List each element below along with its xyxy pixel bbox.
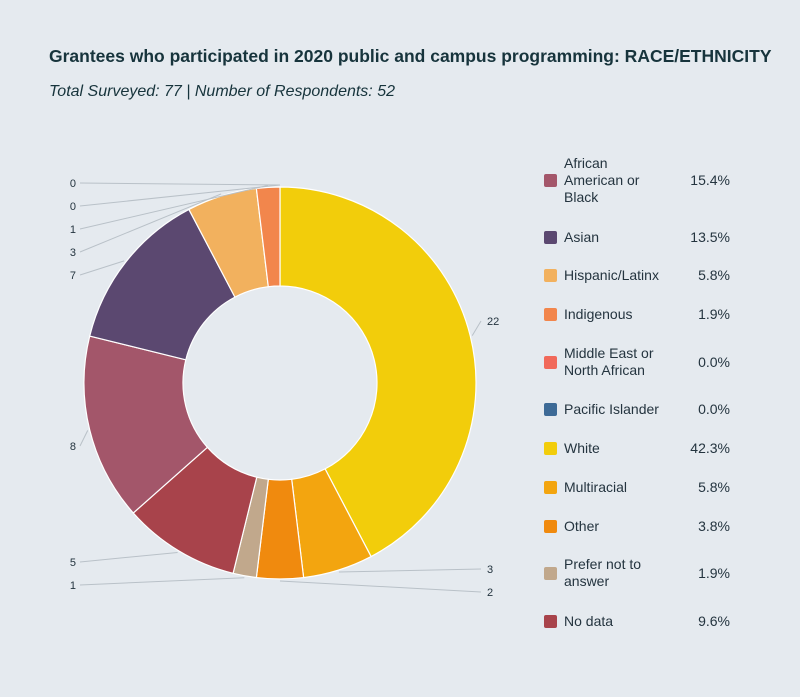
legend-percent: 3.8% [698,518,730,534]
legend-label: African American or Black [564,154,640,205]
legend-swatch [544,519,557,533]
chart-title: Grantees who participated in 2020 public… [49,46,772,66]
data-label-hispanic-latinx: 3 [70,247,76,259]
legend-item-prefer-not-to-answer: Prefer not to answer 1.9% [544,547,730,599]
legend-item-pacific-islander: Pacific Islander 0.0% [544,383,730,435]
legend-swatch [544,355,557,369]
legend-label: Hispanic/Latinx [564,266,659,283]
legend-item-hispanic-latinx: Hispanic/Latinx 5.8% [544,249,730,301]
data-label-pacific-islander: 0 [70,178,76,190]
legend-percent: 0.0% [698,354,730,370]
legend-item-multiracial: Multiracial 5.8% [544,461,730,513]
data-label-other: 2 [487,587,493,599]
legend-item-no-data: No data 9.6% [544,595,730,647]
legend-item-middle-east-or-north-african: Middle East or North African 0.0% [544,336,730,388]
legend-swatch [544,614,557,628]
data-label-no-data: 5 [70,557,76,569]
legend-percent: 13.5% [690,229,730,245]
legend-swatch [544,307,557,321]
legend-label: Pacific Islander [564,400,659,417]
leader-line-white [471,320,482,336]
data-label-indigenous: 1 [70,224,76,236]
legend-item-white: White 42.3% [544,422,730,474]
legend-percent: 0.0% [698,401,730,417]
legend-percent: 5.8% [698,479,730,495]
legend-item-african-american-or-black: African American or Black 15.4% [544,154,730,206]
leader-line-prefer-not-to-answer [79,577,245,586]
leader-line-pacific-islander [79,182,281,186]
legend-swatch [544,441,557,455]
legend-swatch [544,173,557,187]
leader-line-middle-east-or-north-african [79,184,281,207]
data-label-middle-east-or-north-african: 0 [70,201,76,213]
slice-white [279,186,477,558]
data-label-african-american-or-black: 8 [70,441,76,453]
slice-indigenous [255,186,281,288]
legend-percent: 1.9% [698,306,730,322]
legend-swatch [544,566,557,580]
legend-label: Prefer not to answer [564,556,642,589]
data-label-asian: 7 [70,270,76,282]
legend-item-other: Other 3.8% [544,500,730,552]
leader-line-hispanic-latinx [79,193,222,253]
leader-line-other [279,580,482,593]
leader-line-no-data [79,551,178,563]
leader-line-indigenous [79,184,269,230]
leader-line-african-american-or-black [79,430,89,447]
legend-item-asian: Asian 13.5% [544,211,730,263]
slice-african-american-or-black [83,335,209,514]
leader-line-asian [79,260,125,276]
legend-label: Middle East or North African [564,345,654,378]
legend-percent: 42.3% [690,440,730,456]
legend-swatch [544,402,557,416]
legend-swatch [544,230,557,244]
legend-label: Other [564,517,600,534]
legend-percent: 15.4% [690,172,730,188]
legend-label: Asian [564,228,600,245]
data-label-prefer-not-to-answer: 1 [70,580,76,592]
chart-subtitle: Total Surveyed: 77 | Number of Responden… [49,83,395,100]
legend-swatch [544,480,557,494]
legend-label: Indigenous [564,305,633,322]
legend-percent: 5.8% [698,267,730,283]
legend-label: Multiracial [564,478,628,495]
legend-label: White [564,439,600,456]
data-label-multiracial: 3 [487,564,493,576]
legend-label: No data [564,612,614,629]
legend-swatch [544,268,557,282]
legend-percent: 1.9% [698,565,730,581]
leader-line-multiracial [338,568,482,573]
slice-asian [88,208,236,361]
data-label-white: 22 [487,316,499,328]
legend-percent: 9.6% [698,613,730,629]
legend-item-indigenous: Indigenous 1.9% [544,288,730,340]
